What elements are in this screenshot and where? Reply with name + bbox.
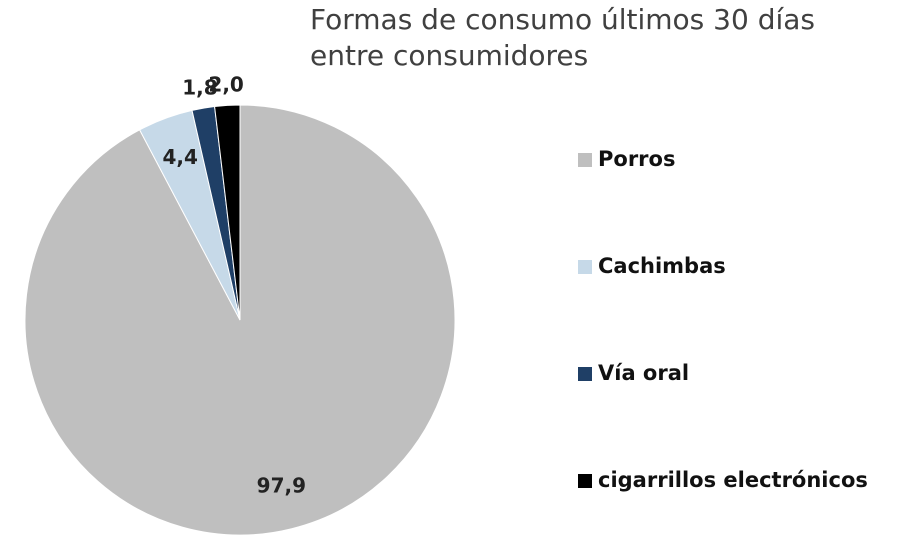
legend-label: Porros <box>598 147 675 171</box>
data-label: 4,4 <box>162 145 197 169</box>
legend-marker <box>578 474 592 488</box>
legend-label: Cachimbas <box>598 254 726 278</box>
chart-title: Formas de consumo últimos 30 días entre … <box>310 3 815 72</box>
data-label: 2,0 <box>208 73 243 97</box>
legend-marker <box>578 260 592 274</box>
data-label: 97,9 <box>257 473 306 497</box>
legend-label: cigarrillos electrónicos <box>598 468 868 492</box>
legend-marker <box>578 367 592 381</box>
data-label: 1,8 <box>182 76 217 100</box>
legend-marker <box>578 153 592 167</box>
pie-slice <box>214 104 241 321</box>
legend-label: Vía oral <box>598 361 689 385</box>
